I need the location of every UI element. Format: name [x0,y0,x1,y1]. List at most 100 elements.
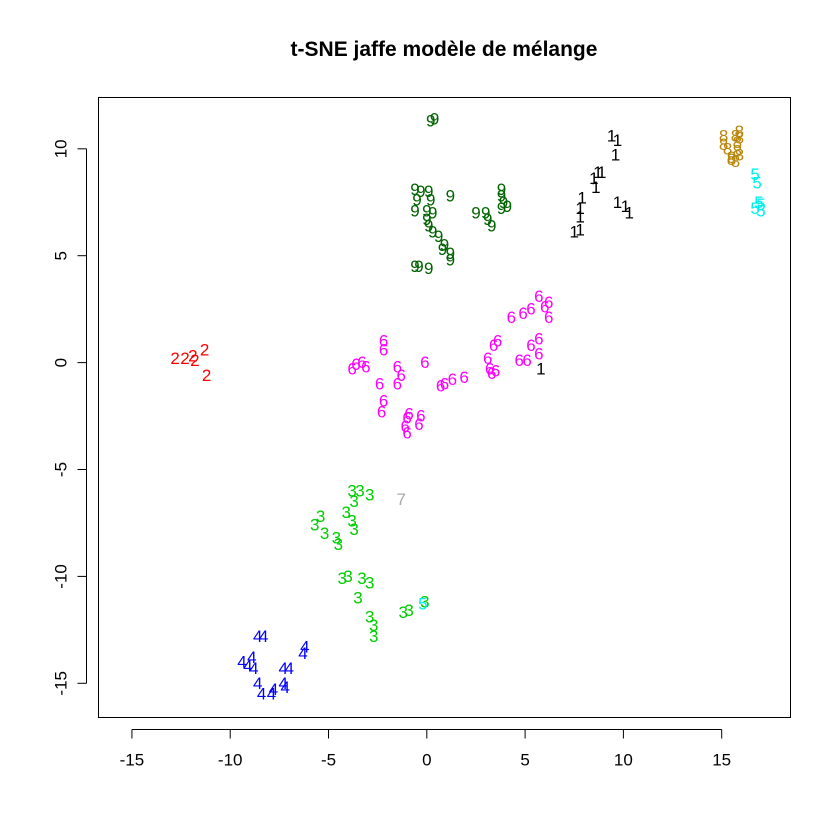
data-point: 8 [731,152,740,171]
data-point: 9 [416,182,425,201]
x-axis: -15 -10 -5 0 5 10 15 [120,729,731,770]
data-point: 3 [398,603,407,622]
data-point: 6 [397,366,406,385]
data-point: 9 [422,201,431,220]
data-point: 3 [347,511,356,530]
data-point: 6 [534,287,543,306]
data-point: 5 [750,199,759,218]
data-point: 6 [489,336,498,355]
data-point: 6 [522,351,531,370]
data-point: 3 [353,588,362,607]
y-tick-label: 0 [52,358,71,367]
x-tick-label: 5 [520,751,529,770]
data-point: 9 [424,182,433,201]
data-point: 1 [621,197,630,216]
data-point: 6 [514,351,523,370]
data-point: 4 [300,637,309,656]
data-point: 8 [727,148,736,167]
data-point: 6 [379,392,388,411]
data-point: 3 [338,569,347,588]
data-point: 8 [727,150,736,169]
data-point: 9 [424,259,433,278]
data-point: 9 [497,186,506,205]
data-point: 6 [448,370,457,389]
data-point: 8 [731,126,740,145]
data-point: 8 [735,129,744,148]
data-point: 6 [493,332,502,351]
data-point: 4 [243,657,252,676]
data-point: 6 [379,332,388,351]
data-point: 6 [540,298,549,317]
data-point: 6 [526,300,535,319]
data-point: 5 [756,201,765,220]
data-point: 3 [349,520,358,539]
data-point: 1 [570,223,579,242]
data-point: 6 [402,424,411,443]
data-point: 9 [446,250,455,269]
x-tick-label: 10 [614,751,633,770]
data-point: 9 [499,193,508,212]
data-point: 9 [497,180,506,199]
data-point: 6 [436,377,445,396]
data-point: 8 [735,122,744,141]
data-point: 6 [544,308,553,327]
data-point: 9 [412,191,421,210]
data-point: 4 [237,652,246,671]
data-point: 7 [397,490,406,509]
data-point: 1 [591,178,600,197]
data-point: 6 [393,374,402,393]
data-point: 4 [269,680,278,699]
data-point: 9 [426,112,435,131]
data-point: 9 [497,199,506,218]
data-point: 9 [426,191,435,210]
data-point: 8 [719,135,728,154]
data-point: 9 [471,203,480,222]
data-point: 1 [577,188,586,207]
data-point: 3 [316,507,325,526]
data-point: 2 [180,349,189,368]
data-point: 9 [503,197,512,216]
data-point: 6 [534,330,543,349]
data-point: 5 [756,195,765,214]
data-point: 1 [597,163,606,182]
data-point: 1 [536,360,545,379]
data-point: 3 [365,608,374,627]
data-point: 9 [481,203,490,222]
data-point: 8 [723,139,732,158]
data-point: 9 [414,257,423,276]
data-point: 4 [281,678,290,697]
data-point: 3 [349,492,358,511]
data-point: 4 [267,684,276,703]
x-tick-label: 15 [712,751,731,770]
data-point: 3 [420,593,429,612]
data-point: 1 [611,146,620,165]
data-point: 4 [249,659,258,678]
data-point: 6 [351,355,360,374]
data-point: 3 [369,616,378,635]
data-point: 3 [332,528,341,547]
data-point: 9 [434,227,443,246]
data-point: 6 [420,353,429,372]
data-point: 6 [347,360,356,379]
data-point: 2 [200,340,209,359]
data-point: 6 [526,336,535,355]
data-point: 3 [357,569,366,588]
data-point: 4 [279,659,288,678]
x-tick-label: -10 [218,751,243,770]
data-point: 4 [247,648,256,667]
data-point: 9 [422,210,431,229]
data-point: 2 [170,349,179,368]
data-point: 5 [754,193,763,212]
data-point: 9 [446,186,455,205]
data-point: 9 [483,210,492,229]
y-tick-label: 10 [52,139,71,158]
data-point: 8 [719,126,728,145]
data-point: 4 [253,627,262,646]
x-tick-label: -15 [120,751,145,770]
data-point: 9 [428,223,437,242]
data-point: 1 [575,199,584,218]
data-point: 6 [459,368,468,387]
data-point: 4 [298,644,307,663]
x-tick-label: 0 [422,751,431,770]
